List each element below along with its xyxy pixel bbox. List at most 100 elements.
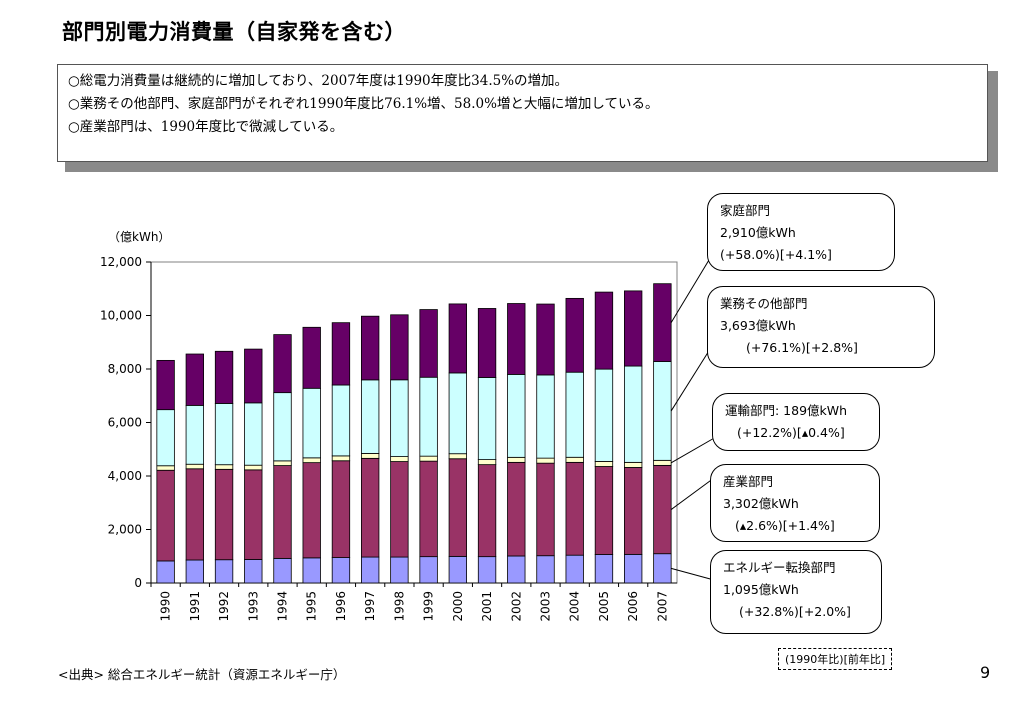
bar-segment [273,465,292,559]
bar-segment [507,374,526,458]
bar-segment [419,455,438,462]
bar-segment [302,326,321,389]
callout-energy-value: 1,095億kWh [723,582,799,597]
y-tick-label: 8,000 [108,362,142,376]
bar-segment [536,555,555,584]
bar-segment [302,557,321,584]
callout-transport-name: 運輸部門: 189億kWh [725,403,848,418]
bar-segment [214,403,234,466]
callout-business-name: 業務その他部門 [720,296,808,311]
bar-segment [156,359,175,411]
x-tick-label: 2002 [509,591,523,622]
x-tick-label: 2007 [655,591,669,622]
leader-line [670,436,717,464]
callout-energy-change: (+32.8%)[+2.0%] [739,604,851,619]
x-tick-label: 1990 [159,591,173,622]
bar-segment [594,461,614,467]
bar-segment [214,350,234,404]
summary-box: ○総電力消費量は継続的に増加しており、2007年度は1990年度比34.5%の増… [57,64,988,162]
callout-household-name: 家庭部門 [720,203,771,218]
callout-household-change: (+58.0%)[+4.1%] [720,247,832,262]
bar-segment [156,409,175,467]
bar-segment [594,368,614,462]
summary-line-2: ○業務その他部門、家庭部門がそれぞれ1990年度比76.1%増、58.0%増と大… [68,96,659,112]
bar-segment [331,384,351,457]
bar-segment [273,334,292,394]
page-number: 9 [980,663,991,682]
bar-segment [448,372,468,455]
callout-energy-name: エネルギー転換部門 [723,560,836,575]
bar-segment [624,467,643,555]
bar-segment [214,559,234,584]
x-tick-label: 1998 [392,591,406,622]
bar-segment [536,303,555,376]
leader-line [670,345,713,412]
x-tick-label: 2003 [539,591,553,622]
leader-line [670,254,713,323]
callout-household-value: 2,910億kWh [720,225,796,240]
bar-segment [419,309,438,378]
bar-segment [156,469,175,562]
bar-segment [244,464,263,471]
bar-segment [448,555,468,584]
bar-segment [185,353,204,406]
bar-segment [507,461,526,557]
bar-segment [653,459,672,466]
bar-segment [360,556,380,584]
bar-segment [214,468,234,561]
bar-segment [390,461,409,558]
bar-segment [331,557,351,584]
x-tick-label: 1991 [188,591,202,622]
bar-segment [448,303,468,374]
bar-segment [302,387,321,459]
callout-business-change: (+76.1%)[+2.8%] [746,340,858,355]
bar-segment [536,462,555,557]
bar-segment [536,374,555,459]
callout-energy-conversion: エネルギー転換部門 1,095億kWh (+32.8%)[+2.0%] [710,550,882,634]
x-tick-label: 1996 [334,591,348,622]
bar-segment [594,466,614,555]
legend-note: (1990年比)[前年比] [778,648,893,670]
bar-segment [360,457,380,558]
x-tick-label: 2006 [626,591,640,622]
bar-segment [653,361,672,461]
y-tick-label: 2,000 [108,523,142,537]
bar-segment [477,377,497,461]
callout-business-value: 3,693億kWh [720,318,796,333]
bar-segment [360,379,380,454]
bar-segment [273,557,292,584]
summary-line-1: ○総電力消費量は継続的に増加しており、2007年度は1990年度比34.5%の増… [68,73,569,89]
callout-transport: 運輸部門: 189億kWh (+12.2%)[▴0.4%] [712,393,880,451]
y-tick-label: 12,000 [100,255,142,269]
callout-industry-value: 3,302億kWh [723,496,799,511]
bar-segment [302,457,321,464]
bar-segment [565,456,584,463]
y-axis-unit: （億kWh） [108,230,171,244]
bar-segment [185,463,204,470]
bar-segment [594,554,614,584]
bar-segment [214,464,234,470]
bar-segment [448,453,468,460]
bar-segment [156,560,175,584]
x-tick-label: 1999 [422,591,436,622]
bar-segment [360,453,380,459]
bar-segment [565,371,584,458]
callout-transport-change: (+12.2%)[▴0.4%] [737,425,845,440]
bar-segment [624,461,643,468]
y-tick-label: 4,000 [108,469,142,483]
bar-segment [448,458,468,557]
bar-segment [156,465,175,471]
bar-segment [653,283,672,362]
callout-industry: 産業部門 3,302億kWh (▴2.6%)[+1.4%] [710,464,880,542]
x-tick-label: 1992 [217,591,231,622]
bar-segment [536,457,555,464]
bar-segment [624,553,643,584]
bar-segment [185,404,204,465]
x-tick-label: 1997 [363,591,377,622]
bar-segment [477,556,497,584]
bar-segment [507,456,526,463]
bar-segment [302,462,321,559]
bar-segment [594,291,614,370]
bar-segment [390,314,409,381]
